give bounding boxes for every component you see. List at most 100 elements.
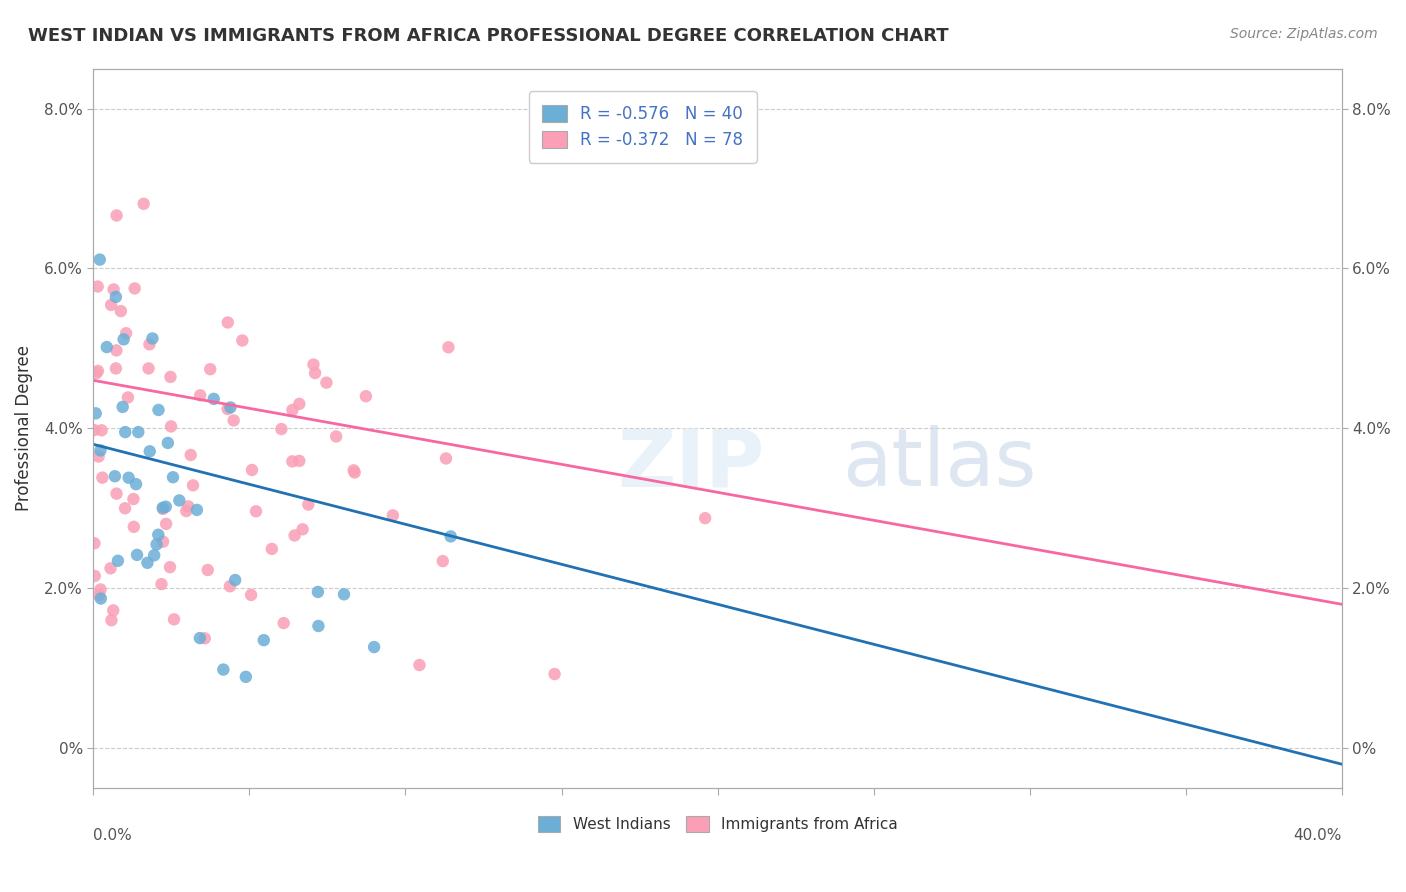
Point [84,406,107,420]
Point [100,561,122,575]
Point [87,588,110,602]
Point [288,397,311,411]
Point [224,573,246,587]
Point [219,401,242,415]
Point [162,470,184,484]
Legend: West Indians, Immigrants from Africa: West Indians, Immigrants from Africa [531,810,904,838]
Point [315,376,337,390]
Point [297,498,319,512]
Point [89,443,111,458]
Point [245,504,267,518]
Point [122,520,145,534]
Point [83,423,105,437]
Point [302,358,325,372]
Point [260,541,283,556]
Point [288,454,311,468]
Point [96,340,118,354]
Point [307,585,329,599]
Point [124,281,146,295]
Text: atlas: atlas [842,425,1036,503]
Point [197,563,219,577]
Point [169,493,191,508]
Point [110,304,132,318]
Point [155,500,177,514]
Point [87,364,110,378]
Point [105,486,128,500]
Point [125,477,148,491]
Point [186,503,208,517]
Point [152,500,174,515]
Point [112,332,135,346]
Point [240,588,263,602]
Point [86,279,108,293]
Point [325,429,347,443]
Point [343,466,366,480]
Text: 0.0%: 0.0% [93,828,132,843]
Point [89,252,111,267]
Point [381,508,404,523]
Point [174,504,197,518]
Point [212,663,235,677]
Y-axis label: Professional Degree: Professional Degree [15,345,32,511]
Point [138,361,160,376]
Point [138,444,160,458]
Point [333,587,356,601]
Point [118,471,141,485]
Point [434,451,457,466]
Point [177,500,200,514]
Point [284,528,307,542]
Point [156,436,179,450]
Point [180,448,202,462]
Point [437,340,460,354]
Point [145,537,167,551]
Point [432,554,454,568]
Point [87,450,110,464]
Point [235,670,257,684]
Point [202,392,225,406]
Point [148,403,170,417]
Point [217,402,239,417]
Point [307,619,329,633]
Text: 40.0%: 40.0% [1294,828,1341,843]
Point [111,400,134,414]
Point [152,502,174,516]
Point [159,560,181,574]
Point [200,362,222,376]
Point [138,337,160,351]
Point [188,631,211,645]
Point [291,522,314,536]
Point [155,516,177,531]
Point [104,361,127,376]
Point [103,282,125,296]
Point [270,422,292,436]
Point [86,366,108,380]
Text: WEST INDIAN VS IMMIGRANTS FROM AFRICA PROFESSIONAL DEGREE CORRELATION CHART: WEST INDIAN VS IMMIGRANTS FROM AFRICA PR… [28,27,949,45]
Point [148,528,170,542]
Point [125,548,148,562]
Point [159,370,181,384]
Point [115,326,138,341]
Point [543,667,565,681]
Text: Source: ZipAtlas.com: Source: ZipAtlas.com [1230,27,1378,41]
Point [122,491,145,506]
Point [181,478,204,492]
Point [281,454,304,468]
Point [83,536,105,550]
Point [90,423,112,437]
Point [90,582,112,597]
Point [163,612,186,626]
Point [83,569,105,583]
Point [281,403,304,417]
Point [141,331,163,345]
Point [343,463,366,477]
Point [91,470,114,484]
Point [695,511,717,525]
Point [143,549,166,563]
Point [231,334,253,348]
Point [219,579,242,593]
Point [103,603,125,617]
Point [114,425,136,439]
Point [104,290,127,304]
Point [105,209,128,223]
Text: ZIP: ZIP [617,425,765,503]
